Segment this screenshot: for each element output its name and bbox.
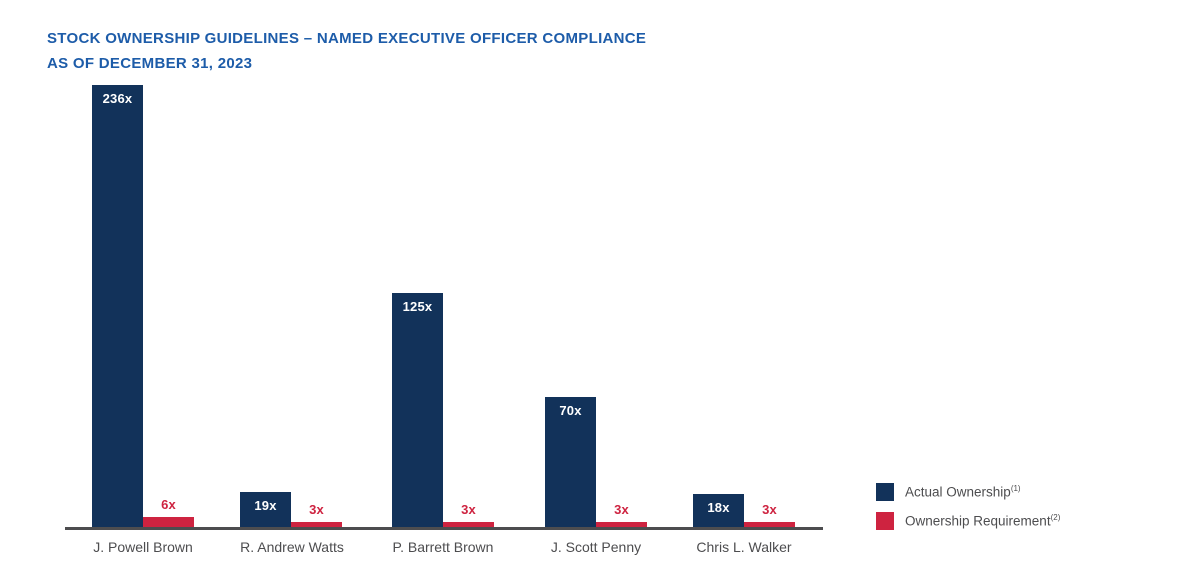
actual-ownership-bar: 18x	[693, 494, 744, 528]
requirement-bar-column: 3x	[596, 502, 647, 528]
bar-group: 18x 3x	[693, 494, 795, 528]
requirement-bar-column: 3x	[443, 502, 494, 528]
category-label: R. Andrew Watts	[240, 539, 344, 555]
ownership-requirement-bar	[596, 522, 647, 528]
actual-ownership-bar: 236x	[92, 85, 143, 528]
actual-ownership-bar: 70x	[545, 397, 596, 528]
legend-footnote-marker: (1)	[1010, 484, 1021, 494]
ownership-requirement-bar	[443, 522, 494, 528]
bar-group: 70x 3x	[545, 397, 647, 528]
legend-item-actual-ownership: Actual Ownership(1)	[876, 483, 1060, 501]
chart-title-line2: AS OF DECEMBER 31, 2023	[47, 55, 253, 72]
ownership-requirement-bar	[744, 522, 795, 528]
bar-group: 19x 3x	[240, 492, 342, 528]
bar-value-label: 19x	[254, 498, 277, 513]
actual-ownership-bar: 125x	[392, 293, 443, 528]
bar-value-label: 3x	[309, 502, 324, 517]
category-label: J. Scott Penny	[550, 539, 642, 555]
bar-value-label: 70x	[559, 403, 582, 418]
legend-footnote-marker: (2)	[1050, 513, 1061, 523]
legend-swatch-navy	[876, 483, 894, 501]
bar-value-label: 6x	[161, 497, 176, 512]
requirement-bar-column: 3x	[291, 502, 342, 528]
actual-ownership-bar: 19x	[240, 492, 291, 528]
bar-group: 236x 6x	[92, 85, 194, 528]
x-axis-line	[65, 527, 823, 530]
bar-value-label: 3x	[762, 502, 777, 517]
bar-value-label: 3x	[461, 502, 476, 517]
requirement-bar-column: 6x	[143, 497, 194, 528]
legend-label: Actual Ownership(1)	[905, 484, 1021, 500]
legend-swatch-red	[876, 512, 894, 530]
bar-value-label: 236x	[102, 91, 133, 106]
bar-value-label: 3x	[614, 502, 629, 517]
bar-group: 125x 3x	[392, 293, 494, 528]
chart-title: STOCK OWNERSHIP GUIDELINES – NAMED EXECU…	[47, 26, 646, 76]
category-label: J. Powell Brown	[93, 539, 193, 555]
legend-label-text: Ownership Requirement	[905, 513, 1051, 529]
requirement-bar-column: 3x	[744, 502, 795, 528]
bar-value-label: 18x	[707, 500, 730, 515]
chart-title-line1: STOCK OWNERSHIP GUIDELINES – NAMED EXECU…	[47, 30, 647, 47]
ownership-requirement-bar	[143, 517, 194, 528]
bar-value-label: 125x	[402, 299, 433, 314]
legend-label: Ownership Requirement(2)	[905, 513, 1060, 529]
legend-label-text: Actual Ownership	[905, 484, 1011, 500]
category-label: Chris L. Walker	[696, 539, 792, 555]
legend: Actual Ownership(1) Ownership Requiremen…	[876, 483, 1060, 530]
legend-item-ownership-requirement: Ownership Requirement(2)	[876, 512, 1060, 530]
category-label: P. Barrett Brown	[392, 539, 494, 555]
ownership-requirement-bar	[291, 522, 342, 528]
